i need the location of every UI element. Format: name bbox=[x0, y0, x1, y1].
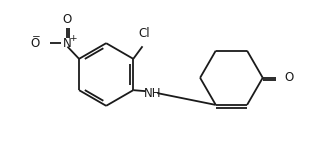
Text: −: − bbox=[31, 32, 40, 42]
Text: Cl: Cl bbox=[138, 27, 150, 40]
Text: O: O bbox=[284, 71, 293, 84]
Text: +: + bbox=[69, 34, 76, 43]
Text: NH: NH bbox=[144, 87, 161, 100]
Text: O: O bbox=[30, 37, 39, 50]
Text: O: O bbox=[62, 13, 71, 27]
Text: N: N bbox=[63, 37, 71, 50]
